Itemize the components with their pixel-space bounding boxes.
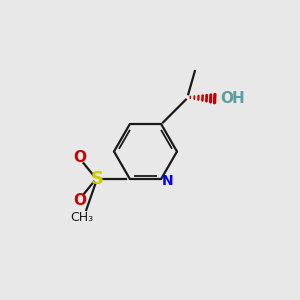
Text: O: O	[220, 91, 233, 106]
Text: O: O	[73, 193, 86, 208]
Text: S: S	[90, 170, 103, 188]
Text: H: H	[232, 91, 245, 106]
Text: O: O	[73, 150, 86, 165]
Text: N: N	[162, 174, 174, 188]
Text: CH₃: CH₃	[70, 211, 93, 224]
